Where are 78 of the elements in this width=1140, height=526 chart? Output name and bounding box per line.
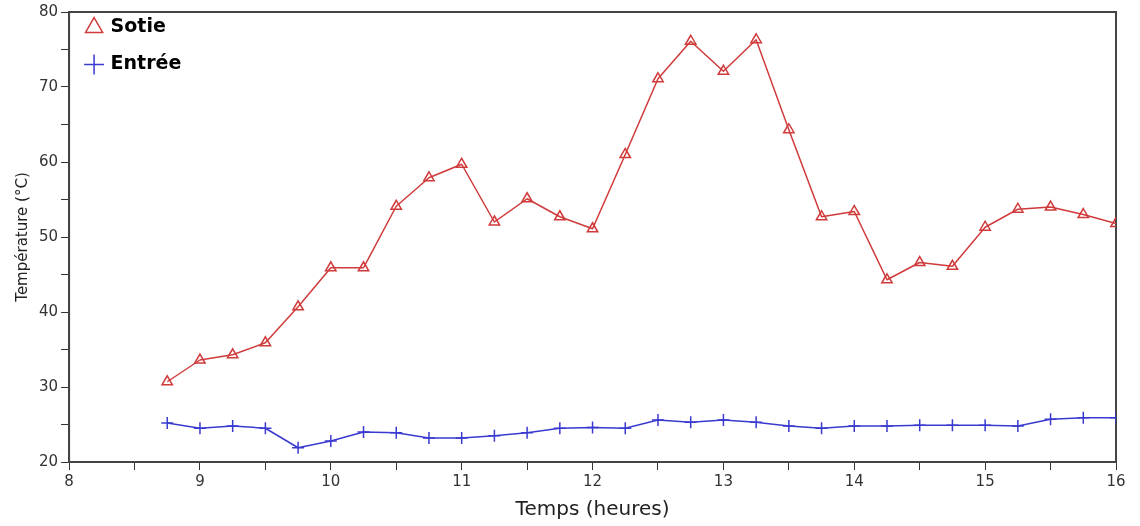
y-tick-label: 30	[38, 376, 59, 395]
point	[652, 72, 664, 83]
point	[1011, 419, 1025, 433]
point	[520, 426, 534, 440]
point	[488, 215, 501, 226]
point	[717, 64, 730, 75]
x-tick-label: 10	[321, 471, 341, 490]
point	[487, 429, 502, 443]
legend-label: Sotie	[110, 14, 166, 37]
x-tick-label: 8	[64, 471, 74, 490]
point	[1076, 411, 1091, 425]
point	[848, 204, 861, 216]
y-tick-label: 80	[38, 1, 59, 20]
y-tick-label: 60	[38, 151, 59, 170]
point	[356, 425, 371, 439]
point	[324, 261, 337, 272]
point	[225, 419, 240, 433]
point	[553, 421, 567, 435]
point	[324, 434, 338, 448]
point	[945, 418, 960, 432]
x-tick-label: 9	[195, 471, 205, 490]
x-tick-label: 11	[452, 471, 472, 490]
point	[226, 348, 239, 359]
point	[978, 418, 992, 432]
y-axis-title: Température (°C)	[12, 172, 31, 303]
x-tick-label: 16	[1106, 471, 1126, 490]
point	[292, 300, 305, 311]
point	[160, 416, 174, 430]
point	[389, 426, 403, 440]
point	[454, 431, 469, 445]
point	[585, 420, 600, 435]
point	[683, 415, 698, 429]
point	[1044, 200, 1057, 211]
point	[194, 353, 206, 364]
x-tick-label: 12	[583, 471, 603, 490]
point	[946, 259, 959, 270]
point	[880, 419, 894, 433]
point	[521, 192, 534, 203]
point	[1043, 412, 1058, 426]
x-axis-title: Temps (heures)	[514, 496, 670, 521]
point	[782, 419, 796, 433]
point	[847, 419, 862, 433]
x-tick-label: 14	[844, 471, 864, 490]
point	[716, 413, 731, 427]
point	[390, 199, 403, 210]
point	[193, 421, 207, 435]
point	[913, 255, 926, 267]
point	[814, 421, 829, 435]
point	[422, 431, 436, 445]
y-tick-label: 50	[38, 226, 59, 245]
point	[619, 147, 632, 159]
point	[684, 34, 697, 45]
point	[1011, 202, 1024, 213]
y-tick-label: 70	[38, 76, 59, 95]
point	[979, 220, 992, 231]
y-tick-label: 40	[38, 301, 59, 320]
point	[750, 33, 763, 44]
point	[586, 222, 599, 233]
point	[782, 123, 795, 134]
legend-label: Entrée	[110, 51, 182, 74]
point	[423, 171, 435, 182]
point	[357, 261, 370, 272]
point	[1077, 207, 1090, 219]
point	[259, 336, 272, 347]
point	[618, 421, 633, 435]
point	[815, 210, 828, 221]
point	[912, 418, 927, 432]
point	[455, 157, 468, 168]
point	[291, 441, 305, 455]
point	[553, 210, 566, 221]
point	[258, 421, 273, 435]
point	[651, 413, 665, 427]
x-tick-label: 15	[975, 471, 995, 490]
point	[749, 415, 763, 429]
y-tick-label: 20	[38, 451, 59, 470]
x-tick-label: 13	[713, 471, 733, 490]
point	[161, 375, 174, 386]
point	[881, 273, 893, 284]
